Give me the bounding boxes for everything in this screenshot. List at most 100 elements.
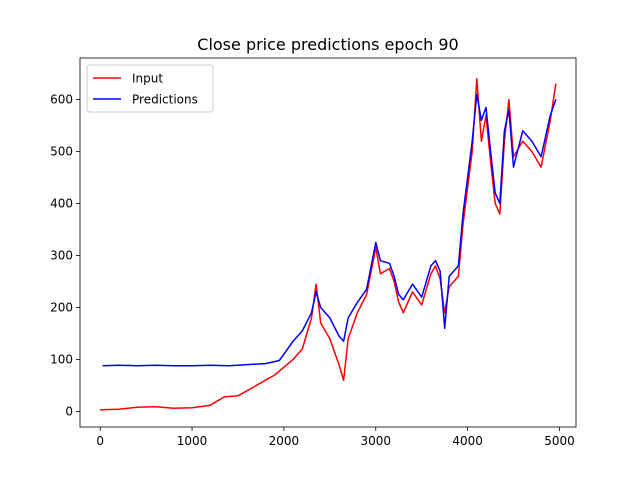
data-point <box>549 114 551 116</box>
data-point <box>292 358 294 360</box>
data-point <box>434 260 437 262</box>
data-point <box>462 213 464 215</box>
data-point <box>99 409 101 411</box>
data-point <box>434 265 437 267</box>
data-point <box>448 275 450 277</box>
data-point <box>315 291 317 293</box>
data-point <box>531 140 533 142</box>
x-tick-label: 1000 <box>177 434 208 448</box>
data-point <box>439 270 441 272</box>
legend-label-input: Input <box>132 72 163 86</box>
data-point <box>457 275 459 277</box>
data-point <box>310 317 313 319</box>
chart-title: Close price predictions epoch 90 <box>197 35 458 54</box>
data-point <box>522 140 524 142</box>
data-point <box>494 202 496 205</box>
data-point <box>154 364 156 366</box>
y-tick-label: 300 <box>50 248 73 262</box>
data-point <box>522 130 524 132</box>
data-point <box>329 317 331 319</box>
data-point <box>499 213 501 215</box>
data-point <box>347 338 349 340</box>
data-point <box>411 283 414 285</box>
data-point <box>301 330 303 332</box>
data-point <box>228 365 230 367</box>
data-point <box>490 161 492 163</box>
data-point <box>209 364 211 366</box>
data-point <box>485 106 487 108</box>
data-point <box>476 93 478 95</box>
data-point <box>310 312 313 314</box>
data-point <box>264 363 267 365</box>
data-point <box>402 312 404 314</box>
data-point <box>292 340 294 342</box>
data-point <box>480 119 482 121</box>
data-point <box>540 166 542 168</box>
data-point <box>173 365 175 367</box>
y-tick-label: 100 <box>50 352 73 366</box>
data-point <box>118 408 120 410</box>
data-point <box>398 293 400 296</box>
data-point <box>467 187 469 189</box>
data-point <box>512 166 515 168</box>
data-point <box>444 327 446 329</box>
y-tick-label: 0 <box>65 404 73 418</box>
y-tick-label: 400 <box>50 197 73 211</box>
axes-layer: 0 1000 2000 3000 4000 5000 0 100 200 300 400 500 600 <box>50 57 577 448</box>
series-layer <box>99 78 557 411</box>
data-point <box>366 288 368 290</box>
data-point <box>375 241 377 244</box>
x-tick-label: 3000 <box>360 434 391 448</box>
data-point <box>347 317 349 319</box>
data-point <box>398 301 400 303</box>
data-point <box>499 202 501 205</box>
y-tick-label: 600 <box>50 93 73 107</box>
legend-box <box>86 64 214 113</box>
data-point <box>274 374 276 376</box>
data-point <box>393 275 395 277</box>
x-tick-label: 2000 <box>269 434 300 448</box>
data-point <box>388 262 391 264</box>
data-point <box>402 299 404 301</box>
data-point <box>320 306 322 309</box>
x-tick-label: 4000 <box>452 434 483 448</box>
data-point <box>430 265 432 267</box>
data-point <box>118 364 120 366</box>
data-point <box>476 78 478 80</box>
data-point <box>283 366 285 368</box>
data-point <box>264 379 267 381</box>
y-tick-label: 200 <box>50 300 73 314</box>
plot-frame <box>79 57 577 428</box>
x-tick-label: 5000 <box>544 434 575 448</box>
data-point <box>246 364 248 366</box>
data-point <box>154 406 156 408</box>
data-point <box>508 109 510 111</box>
data-point <box>366 293 368 296</box>
data-point <box>191 365 193 367</box>
data-point <box>540 156 542 158</box>
data-point <box>315 283 317 285</box>
data-point <box>251 387 253 389</box>
data-point <box>338 364 340 366</box>
data-point <box>490 150 492 153</box>
data-point <box>223 396 225 398</box>
data-point <box>136 365 138 367</box>
data-point <box>411 291 414 293</box>
data-point <box>457 265 459 267</box>
data-point <box>301 348 303 350</box>
data-point <box>379 273 381 275</box>
data-point <box>555 99 557 101</box>
series-line-predictions <box>102 93 557 367</box>
data-point <box>278 359 280 362</box>
data-point <box>480 140 482 142</box>
data-point <box>508 99 510 101</box>
data-point <box>283 353 285 355</box>
data-point <box>356 301 358 303</box>
data-point <box>467 176 469 179</box>
data-point <box>471 140 473 142</box>
data-point <box>356 312 358 314</box>
data-point <box>503 130 505 132</box>
data-point <box>531 150 533 153</box>
y-tick-label: 500 <box>50 145 73 159</box>
